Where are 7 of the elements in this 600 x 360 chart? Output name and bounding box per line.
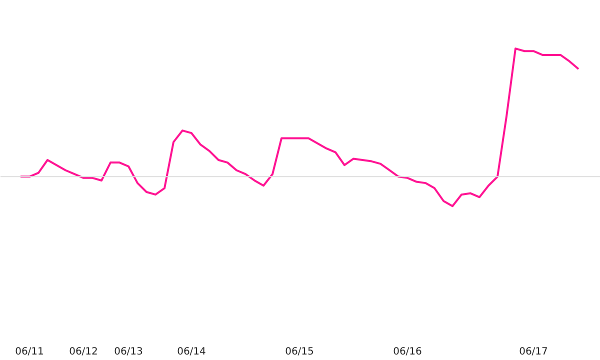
x-tick-label: 06/15 [285, 346, 314, 358]
x-tick-label: 06/16 [393, 346, 422, 358]
x-tick-label: 06/11 [15, 346, 44, 358]
x-tick-label: 06/14 [177, 346, 206, 358]
x-tick-label: 06/12 [69, 346, 98, 358]
x-tick-label: 06/17 [519, 346, 548, 358]
x-tick-label: 06/13 [114, 346, 143, 358]
